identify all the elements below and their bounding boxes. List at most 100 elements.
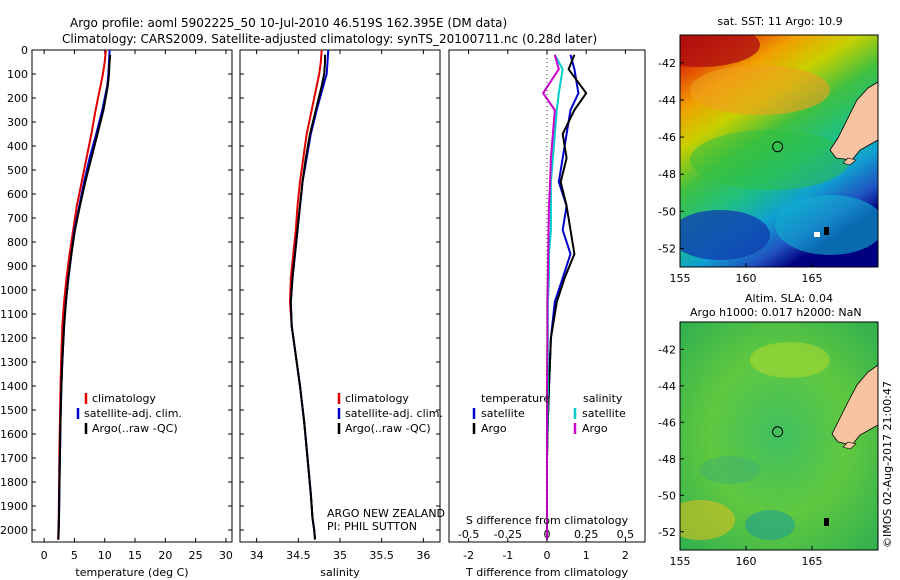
x-tick-label: 5 xyxy=(71,549,78,562)
auckland-islands xyxy=(824,227,829,235)
map-lat-tick-label: -46 xyxy=(658,416,676,429)
map-lat-tick-label: -52 xyxy=(658,526,676,539)
x-tick-label: 35 xyxy=(333,549,347,562)
salinity-legend: climatology satellite-adj. clim. Argo(..… xyxy=(337,392,443,435)
map-lat-tick-label: -48 xyxy=(658,453,676,466)
x-tick-label: -1 xyxy=(502,549,513,562)
s-difference-axis-label: S difference from climatology xyxy=(466,514,629,527)
depth-tick-label: 700 xyxy=(7,212,28,225)
depth-tick-label: 1200 xyxy=(0,332,28,345)
depth-tick-label: 1000 xyxy=(0,284,28,297)
sst-map xyxy=(680,35,878,267)
profile-line xyxy=(57,54,112,540)
t-difference-axis-label: T difference from climatology xyxy=(465,566,628,579)
auckland-islands xyxy=(824,518,829,526)
sla-teal-patch xyxy=(700,456,760,484)
depth-tick-label: 1300 xyxy=(0,356,28,369)
x-tick-label: 2 xyxy=(622,549,629,562)
sst-orange-patch xyxy=(690,65,830,115)
map-lat-tick-label: -42 xyxy=(658,57,676,70)
temperature-axis-label: temperature (deg C) xyxy=(75,566,188,579)
legend-temperature-heading: temperature xyxy=(481,392,550,405)
title-line-2: Climatology: CARS2009. Satellite-adjuste… xyxy=(62,32,597,46)
x-tick-label: 1 xyxy=(583,549,590,562)
depth-tick-label: 500 xyxy=(7,164,28,177)
sla-map-title-line-1: Altim. SLA: 0.04 xyxy=(745,292,833,305)
depth-tick-label: 200 xyxy=(7,92,28,105)
sla-map-title-line-2: Argo h1000: 0.017 h2000: NaN xyxy=(690,306,862,319)
legend-s-argo-label: Argo xyxy=(582,422,608,435)
sla-map-axes: 155 160 165 -42 -44 -46 -48 -50 -52 xyxy=(658,343,822,568)
sla-teal-patch xyxy=(745,510,795,540)
map-lon-tick-label: 165 xyxy=(802,555,823,568)
map-lat-tick-label: -52 xyxy=(658,242,676,255)
map-lon-tick-label: 160 xyxy=(736,272,757,285)
sst-green-patch xyxy=(690,130,850,190)
legend-satellite-label: satellite-adj. clim. xyxy=(345,407,443,420)
profile-line xyxy=(289,54,326,540)
profile-lines-group xyxy=(57,49,588,540)
x-tick-label: 0 xyxy=(41,549,48,562)
salinity-panel-frame xyxy=(239,49,441,543)
s-diff-tick-label: -0.5 xyxy=(458,528,479,541)
x-tick-label: 36 xyxy=(416,549,430,562)
title-line-1: Argo profile: aoml 5902225_50 10-Jul-201… xyxy=(70,16,507,30)
sst-map-frame xyxy=(679,34,879,268)
depth-tick-label: 600 xyxy=(7,188,28,201)
depth-tick-label: 1600 xyxy=(0,428,28,441)
new-zealand-land xyxy=(831,364,878,446)
copyright-timestamp: ©IMOS 02-Aug-2017 21:00:47 xyxy=(881,381,894,548)
axes-group: 0100200300400500600700800900100011001200… xyxy=(0,44,634,562)
legend-t-satellite-label: satellite xyxy=(481,407,525,420)
stewart-island xyxy=(842,441,857,450)
legend-climatology-label: climatology xyxy=(345,392,409,405)
missing-data-patch xyxy=(814,232,820,237)
salinity-axis-label: salinity xyxy=(320,566,360,579)
annotation-line-2: PI: PHIL SUTTON xyxy=(327,520,417,533)
x-tick-label: -2 xyxy=(463,549,474,562)
temperature-panel-frame xyxy=(31,49,233,543)
profile-line xyxy=(546,54,564,540)
difference-legend: temperature salinity satellite Argo sate… xyxy=(472,392,626,435)
s-diff-tick-label: -0.25 xyxy=(494,528,522,541)
legend-climatology-label: climatology xyxy=(92,392,156,405)
depth-tick-label: 800 xyxy=(7,236,28,249)
map-lat-tick-label: -42 xyxy=(658,343,676,356)
map-lon-tick-label: 155 xyxy=(670,555,691,568)
legend-satellite-label: satellite-adj. clim. xyxy=(84,407,182,420)
map-lat-tick-label: -44 xyxy=(658,380,676,393)
x-tick-label: 30 xyxy=(219,549,233,562)
map-lon-tick-label: 165 xyxy=(802,272,823,285)
depth-tick-label: 1800 xyxy=(0,476,28,489)
map-lat-tick-label: -46 xyxy=(658,131,676,144)
depth-tick-label: 400 xyxy=(7,140,28,153)
x-tick-label: 35.5 xyxy=(369,549,394,562)
sla-map-frame xyxy=(679,321,879,551)
legend-t-argo-label: Argo xyxy=(481,422,507,435)
s-diff-tick-label: 0.5 xyxy=(617,528,635,541)
sla-yellow-patch xyxy=(680,500,735,540)
depth-tick-label: 2000 xyxy=(0,524,28,537)
map-lon-tick-label: 155 xyxy=(670,272,691,285)
s-diff-tick-label: 0.25 xyxy=(574,528,599,541)
depth-tick-label: 1500 xyxy=(0,404,28,417)
depth-tick-label: 1100 xyxy=(0,308,28,321)
depth-tick-label: 1700 xyxy=(0,452,28,465)
x-tick-label: 15 xyxy=(128,549,142,562)
x-tick-label: 20 xyxy=(158,549,172,562)
legend-s-satellite-label: satellite xyxy=(582,407,626,420)
argo-position-marker xyxy=(772,426,784,438)
sla-map xyxy=(680,322,878,550)
sst-cool-patch xyxy=(680,210,770,260)
sst-cyan-patch xyxy=(775,195,878,255)
map-lat-tick-label: -44 xyxy=(658,94,676,107)
annotation-line-1: ARGO NEW ZEALAND xyxy=(327,507,445,520)
stewart-island xyxy=(842,157,857,166)
argo-position-marker xyxy=(772,141,784,153)
depth-tick-label: 1900 xyxy=(0,500,28,513)
map-lon-tick-label: 160 xyxy=(736,555,757,568)
depth-tick-label: 100 xyxy=(7,68,28,81)
sst-warm-patch xyxy=(680,35,760,67)
map-lat-tick-label: -50 xyxy=(658,205,676,218)
